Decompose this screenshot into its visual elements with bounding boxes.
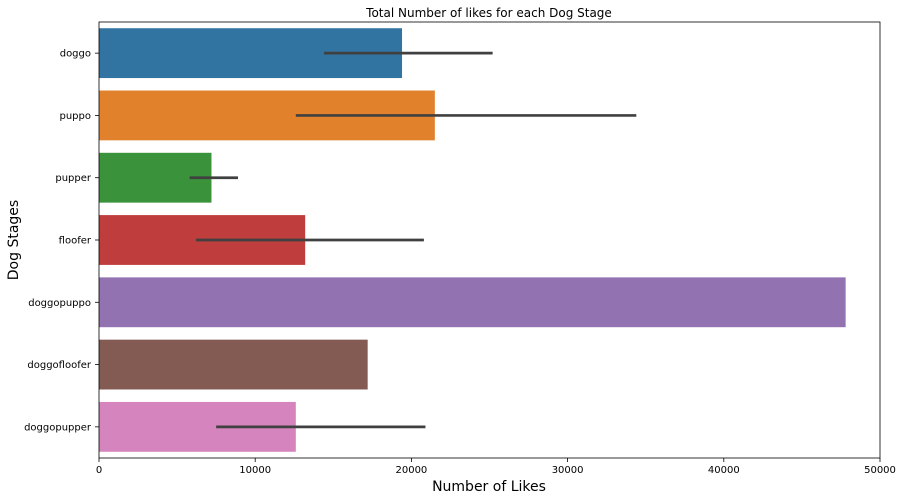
- y-tick-label: doggofloofer: [27, 360, 91, 371]
- chart-title: Total Number of likes for each Dog Stage: [365, 6, 612, 20]
- x-axis-title: Number of Likes: [432, 479, 546, 495]
- y-tick-label: doggopupper: [24, 422, 92, 433]
- x-tick-label: 10000: [239, 465, 271, 476]
- x-axis-ticks: 0 10000 20000 30000 40000 50000: [96, 458, 896, 476]
- bar-doggofloofer: [99, 339, 368, 390]
- x-tick-label: 30000: [552, 465, 584, 476]
- y-tick-label: pupper: [55, 173, 92, 184]
- x-tick-label: 50000: [864, 465, 896, 476]
- y-tick-label: doggopuppo: [28, 298, 91, 309]
- bar-doggopuppo: [99, 277, 846, 328]
- y-tick-label: doggo: [60, 49, 91, 60]
- x-tick-label: 0: [96, 465, 102, 476]
- error-bars-group: [189, 51, 637, 429]
- y-axis-ticks: doggopuppopupperflooferdoggopuppodoggofl…: [24, 49, 99, 433]
- y-axis-title: Dog Stages: [6, 200, 22, 280]
- x-tick-label: 40000: [708, 465, 740, 476]
- y-tick-label: puppo: [60, 111, 92, 122]
- x-tick-label: 20000: [395, 465, 427, 476]
- y-tick-label: floofer: [59, 236, 92, 247]
